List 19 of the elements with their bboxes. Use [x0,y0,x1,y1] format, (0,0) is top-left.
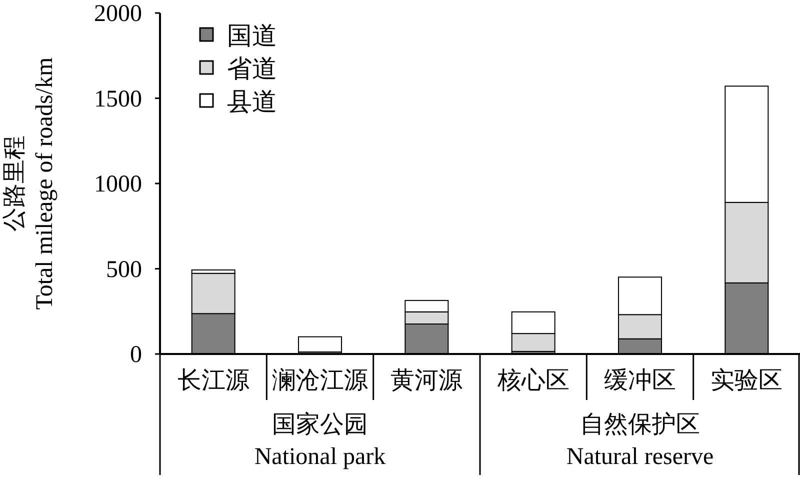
legend-label: 国道 [227,23,277,50]
legend-label: 县道 [227,89,277,116]
text: Natural reserve [566,444,714,470]
x-tick-label: 缓冲区 [604,368,676,394]
x-tick-label: 黄河源 [390,368,463,394]
text: National park [254,444,386,470]
y-tick-label: 1000 [94,172,142,198]
y-tick-label: 500 [106,256,142,283]
x-tick-label: 实验区 [710,367,783,394]
y-tick-label: 0 [130,342,142,368]
y-axis-title: 公路里程 Total mileage of roads/km [2,57,58,310]
text: 自然保护区 [580,411,700,438]
legend-label: 省道 [227,56,277,83]
x-tick-label: 核心区 [496,367,570,394]
x-tick-label: 长江源 [177,368,250,394]
y-tick-label: 1500 [94,86,142,112]
x-tick-label: 澜沧江源 [272,367,368,394]
y-tick-label: 2000 [94,1,142,27]
text: 国家公园 [272,411,368,438]
